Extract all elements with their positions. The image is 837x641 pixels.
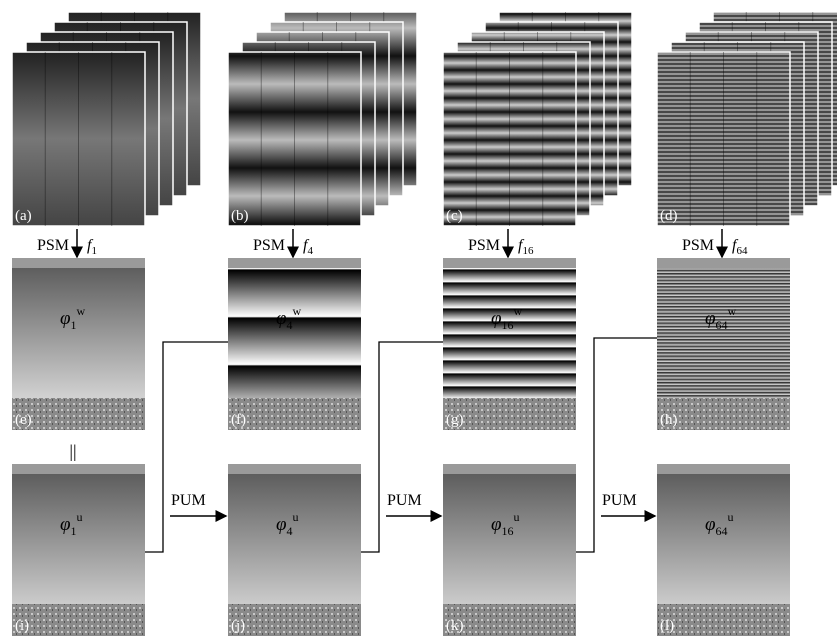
text-part: 4 <box>287 524 293 538</box>
image-top-strip <box>228 464 361 474</box>
psm-label: PSM <box>468 237 500 254</box>
image-top-strip <box>657 464 790 474</box>
connector-line <box>361 342 443 552</box>
text-part: 1 <box>71 524 77 538</box>
image-ground-strip <box>228 398 361 430</box>
text-part: w <box>77 304 86 318</box>
text-part: 1 <box>71 318 77 332</box>
text-part: 4 <box>287 318 293 332</box>
image-top-strip <box>12 258 145 268</box>
text-part: 16 <box>502 318 514 332</box>
text-part: φ <box>491 514 502 535</box>
psm-label: PSM <box>253 237 285 254</box>
text-part: w <box>293 304 302 318</box>
connector-line <box>576 338 657 552</box>
text-part: u <box>293 510 299 524</box>
text-part: φ <box>276 514 287 535</box>
text-part: u <box>514 510 520 524</box>
image-top-strip <box>443 258 576 268</box>
image-top-strip <box>443 464 576 474</box>
pum-label: PUM <box>171 492 206 509</box>
image-top-strip <box>12 464 145 474</box>
text-part: 16 <box>502 524 514 538</box>
panel-label: (a) <box>15 208 32 224</box>
frequency-label: f64 <box>732 237 748 257</box>
image-ground-strip <box>657 604 790 636</box>
connector-line <box>145 342 228 552</box>
panel-label: (e) <box>15 412 32 428</box>
text-part: φ <box>276 308 287 329</box>
image-ground-strip <box>12 398 145 430</box>
text-part: 1 <box>91 245 97 257</box>
pum-label: PUM <box>387 492 422 509</box>
panel-label: (c) <box>446 208 463 224</box>
image-top-strip <box>657 258 790 268</box>
text-part: 64 <box>716 524 728 538</box>
text-part: φ <box>60 514 71 535</box>
panel-label: (i) <box>15 618 29 634</box>
image-ground-strip <box>228 604 361 636</box>
panel-label: (j) <box>231 618 245 634</box>
text-part: u <box>77 510 83 524</box>
text-part: w <box>514 304 523 318</box>
frequency-label: f1 <box>87 237 97 257</box>
panel-label: (g) <box>446 412 464 428</box>
image-ground-strip <box>12 604 145 636</box>
text-part: u <box>728 510 734 524</box>
equal-sign: || <box>69 441 76 461</box>
panel-label: (f) <box>231 412 246 428</box>
text-part: φ <box>491 308 502 329</box>
panel-label: (k) <box>446 618 464 634</box>
figure: (a)PSMf1(e)φ1w(i)φ1u(b)PSMf4(f)φ4w(j)φ4u… <box>0 0 837 636</box>
psm-label: PSM <box>682 237 714 254</box>
psm-label: PSM <box>37 237 69 254</box>
pum-label: PUM <box>602 492 637 509</box>
text-part: φ <box>705 308 716 329</box>
text-part: 16 <box>522 245 534 257</box>
panel-label: (b) <box>231 208 249 224</box>
frequency-label: f4 <box>303 237 313 257</box>
text-part: 4 <box>307 245 313 257</box>
text-part: φ <box>705 514 716 535</box>
panel-label: (l) <box>660 618 674 634</box>
panel-label: (h) <box>660 412 678 428</box>
text-part: 64 <box>736 245 748 257</box>
text-part: φ <box>60 308 71 329</box>
frequency-label: f16 <box>518 237 534 257</box>
panel-label: (d) <box>660 208 678 224</box>
text-part: 64 <box>716 318 728 332</box>
text-part: w <box>728 304 737 318</box>
image-top-strip <box>228 258 361 268</box>
